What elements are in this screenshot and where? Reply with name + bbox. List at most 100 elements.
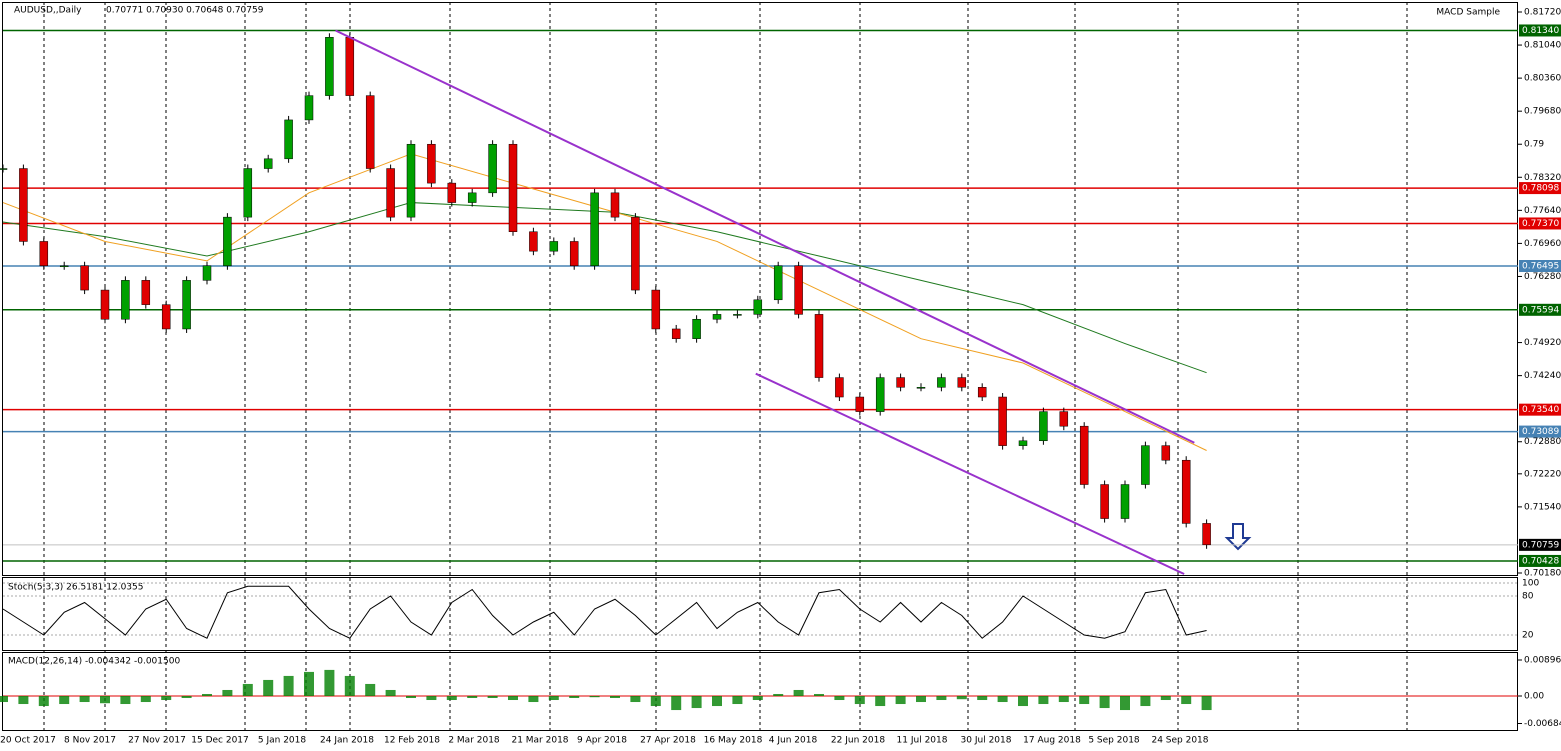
macd-bar (895, 696, 906, 705)
x-tick-label: 22 Jun 2018 (831, 736, 885, 746)
candle (141, 280, 151, 305)
macd-bar (814, 693, 824, 696)
candle (1141, 445, 1150, 485)
x-tick-label: 17 Aug 2018 (1023, 736, 1081, 746)
candle (386, 168, 395, 218)
macd-bar (508, 696, 518, 701)
macd-bar (916, 696, 926, 703)
macd-bar (1140, 696, 1151, 707)
level-label: 0.81340 (1522, 26, 1559, 36)
macd-bar (1120, 696, 1130, 711)
candle (365, 95, 375, 169)
candle (529, 231, 538, 252)
candle (263, 158, 273, 169)
macd-bar (120, 696, 131, 705)
macd-bar (1160, 696, 1171, 701)
macd-bar (242, 683, 253, 696)
y-tick-label: 0.72220 (1524, 469, 1561, 479)
candle (1161, 445, 1171, 461)
x-tick-label: 27 Apr 2018 (640, 736, 696, 746)
level-label: 0.73540 (1522, 405, 1559, 415)
level-tag (1519, 260, 1561, 273)
macd-bar (0, 696, 8, 703)
candle (182, 280, 191, 330)
macd-bar (956, 696, 967, 700)
candle (916, 387, 926, 389)
macd-bar (304, 671, 314, 696)
macd-bar (936, 696, 947, 701)
vertical-grid (43, 2, 1408, 730)
channel-upper (335, 29, 1195, 444)
x-tick-label: 21 Mar 2018 (511, 736, 568, 746)
candle (896, 377, 905, 388)
macd-bar (671, 696, 682, 711)
x-tick-label: 24 Jan 2018 (320, 736, 374, 746)
candle (1018, 440, 1028, 446)
down-arrow (1224, 523, 1252, 551)
macd-bar (691, 696, 702, 709)
candle (773, 265, 783, 301)
x-tick-label: 11 Jul 2018 (897, 736, 948, 746)
candle (121, 280, 130, 320)
candle (284, 119, 293, 160)
candle (794, 265, 803, 315)
macd-bar (467, 696, 478, 699)
x-tick-label: 8 Nov 2017 (64, 736, 116, 746)
stoch-tick-label: 20 (1522, 631, 1534, 641)
macd-bar (528, 696, 539, 703)
panel-frames (2, 2, 1518, 731)
macd-bar (161, 696, 172, 701)
y-tick-label: 0.77640 (1524, 206, 1561, 216)
macd-bar (487, 696, 498, 699)
candle (161, 304, 171, 330)
macd-bar (446, 696, 457, 701)
y-tick-label: 0.80360 (1524, 74, 1561, 84)
macd-bar (406, 696, 416, 699)
macd-bar (100, 696, 110, 704)
y-tick-label: 0.79 (1524, 140, 1544, 150)
candle (692, 318, 701, 339)
x-tick-label: 12 Feb 2018 (384, 736, 440, 746)
x-tick-label: 27 Nov 2017 (128, 736, 186, 746)
candle (855, 396, 865, 412)
macd-bar (732, 696, 743, 705)
x-tick-label: 16 May 2018 (704, 736, 763, 746)
level-label: 0.78098 (1522, 184, 1559, 194)
candle (549, 241, 559, 252)
macd-bar (589, 696, 600, 698)
candle (733, 314, 742, 316)
candle (875, 377, 885, 412)
macd-bar (140, 696, 151, 703)
candle (223, 216, 232, 267)
candle (1202, 523, 1211, 546)
x-tick-label: 20 Oct 2017 (0, 736, 56, 746)
y-tick-label: 0.78320 (1524, 173, 1561, 183)
candle (304, 95, 314, 121)
y-tick-label: 0.81720 (1524, 8, 1561, 18)
stoch-title: Stoch(5,3,3) 26.5181 12.0355 (8, 583, 143, 593)
level-tag (1519, 303, 1561, 316)
macd-bar (834, 696, 845, 701)
macd-bar (1038, 696, 1049, 705)
y-tick-label: 0.76960 (1524, 239, 1561, 249)
candle (814, 314, 824, 378)
x-tick-label: 15 Dec 2017 (191, 736, 249, 746)
macd-bar (875, 696, 886, 707)
macd-bar (793, 689, 804, 696)
level-label: 0.70428 (1522, 556, 1559, 566)
macd-bar (712, 696, 722, 707)
candle (569, 241, 579, 267)
candle (937, 377, 946, 388)
stoch-tick-label: 100 (1522, 579, 1539, 589)
candle (610, 192, 620, 218)
macd-bar (79, 696, 90, 703)
candle (345, 37, 355, 96)
level-label: 0.75594 (1522, 305, 1559, 315)
candle (0, 168, 8, 170)
x-tick-label: 5 Sep 2018 (1088, 736, 1140, 746)
channel-lower (755, 372, 1185, 575)
stoch-line (2, 585, 1207, 639)
macd-bar (548, 696, 559, 701)
macd-bar (324, 669, 335, 696)
